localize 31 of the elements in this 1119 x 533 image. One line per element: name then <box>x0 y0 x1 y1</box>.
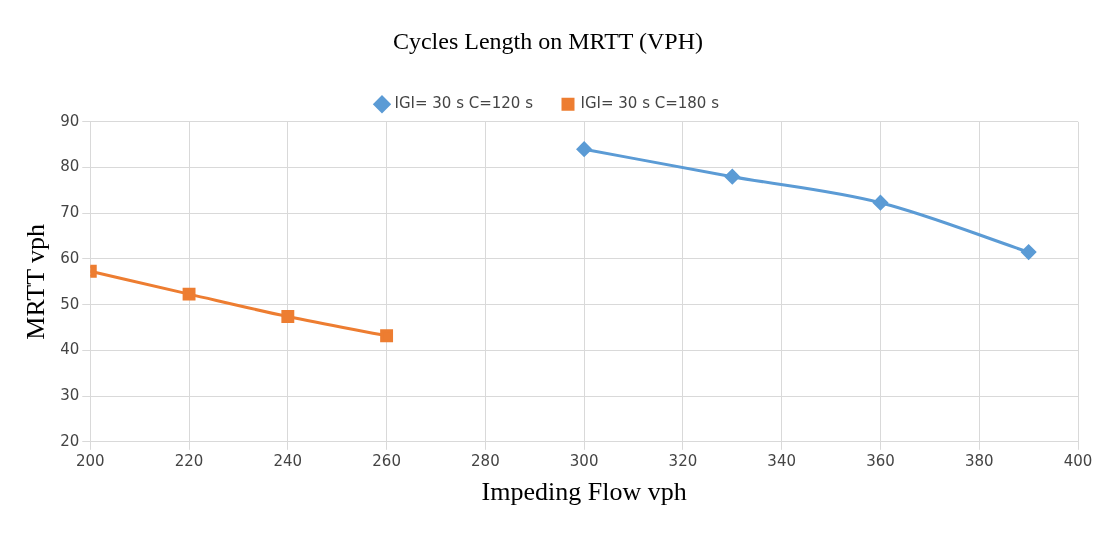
x-tick-label: 220 <box>174 451 204 470</box>
y-tick-label: 20 <box>60 431 80 450</box>
y-tick-label: 70 <box>60 203 80 222</box>
point <box>872 195 888 211</box>
x-tick-label: 300 <box>569 451 599 470</box>
point <box>281 310 295 323</box>
x-tick-label: 400 <box>1063 451 1093 470</box>
y-tick-label: 40 <box>60 340 80 359</box>
x-tick-label: 280 <box>471 451 500 470</box>
x-tick-label: 200 <box>75 451 105 470</box>
x-tick-label: 340 <box>767 451 797 470</box>
point <box>380 329 394 343</box>
x-tick-label: 360 <box>866 451 895 470</box>
y-tick-label: 50 <box>60 294 80 313</box>
y-tick-label: 90 <box>60 111 80 130</box>
y-tick-label: 30 <box>60 385 80 404</box>
y-tick-label: 80 <box>60 157 80 176</box>
legend-label: IGI= 30 s C=180 s <box>580 94 720 113</box>
chart-title: Cycles Length on MRTT (VPH) <box>392 27 704 54</box>
y-axis-title: MRTT vph <box>21 223 51 340</box>
x-tick-label: 380 <box>964 451 994 470</box>
x-tick-label: 320 <box>668 451 698 470</box>
point <box>724 169 740 185</box>
y-tick-label: 60 <box>60 248 80 267</box>
point <box>1021 244 1037 260</box>
x-tick-label: 240 <box>273 451 303 470</box>
legend-label: IGI= 30 s C=120 s <box>394 94 534 113</box>
point <box>576 141 592 157</box>
point <box>182 287 196 301</box>
x-tick-label: 260 <box>372 451 401 470</box>
x-axis-title: Impeding Flow vph <box>481 477 687 507</box>
